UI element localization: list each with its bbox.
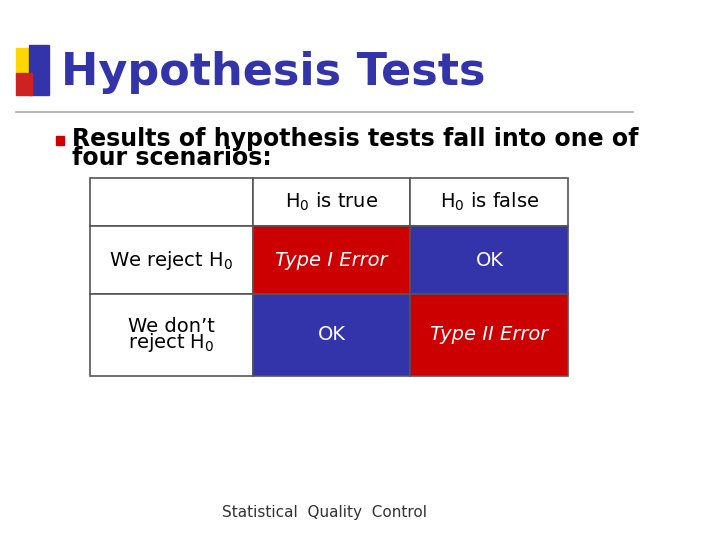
Bar xyxy=(56,136,64,145)
Text: OK: OK xyxy=(318,326,346,345)
Bar xyxy=(410,178,568,226)
Bar xyxy=(17,48,45,80)
Text: Type I Error: Type I Error xyxy=(275,251,388,269)
Text: four scenarios:: four scenarios: xyxy=(72,146,272,170)
Bar xyxy=(410,294,568,376)
Text: H$_0$ is false: H$_0$ is false xyxy=(440,191,539,213)
Text: H$_0$ is true: H$_0$ is true xyxy=(285,191,378,213)
Bar xyxy=(90,226,253,294)
Text: We don’t: We don’t xyxy=(128,318,215,336)
Text: We reject H$_0$: We reject H$_0$ xyxy=(109,248,233,272)
Bar xyxy=(29,45,49,95)
Text: reject H$_0$: reject H$_0$ xyxy=(128,332,215,354)
Text: Results of hypothesis tests fall into one of: Results of hypothesis tests fall into on… xyxy=(72,127,639,151)
Text: Statistical  Quality  Control: Statistical Quality Control xyxy=(222,504,427,519)
Bar xyxy=(90,294,253,376)
Bar xyxy=(253,294,410,376)
Text: OK: OK xyxy=(475,251,503,269)
Text: Type II Error: Type II Error xyxy=(431,326,549,345)
Text: Hypothesis Tests: Hypothesis Tests xyxy=(61,51,486,93)
Bar xyxy=(90,178,253,226)
Bar xyxy=(253,226,410,294)
Bar xyxy=(410,226,568,294)
Bar xyxy=(17,73,32,95)
Bar xyxy=(253,178,410,226)
